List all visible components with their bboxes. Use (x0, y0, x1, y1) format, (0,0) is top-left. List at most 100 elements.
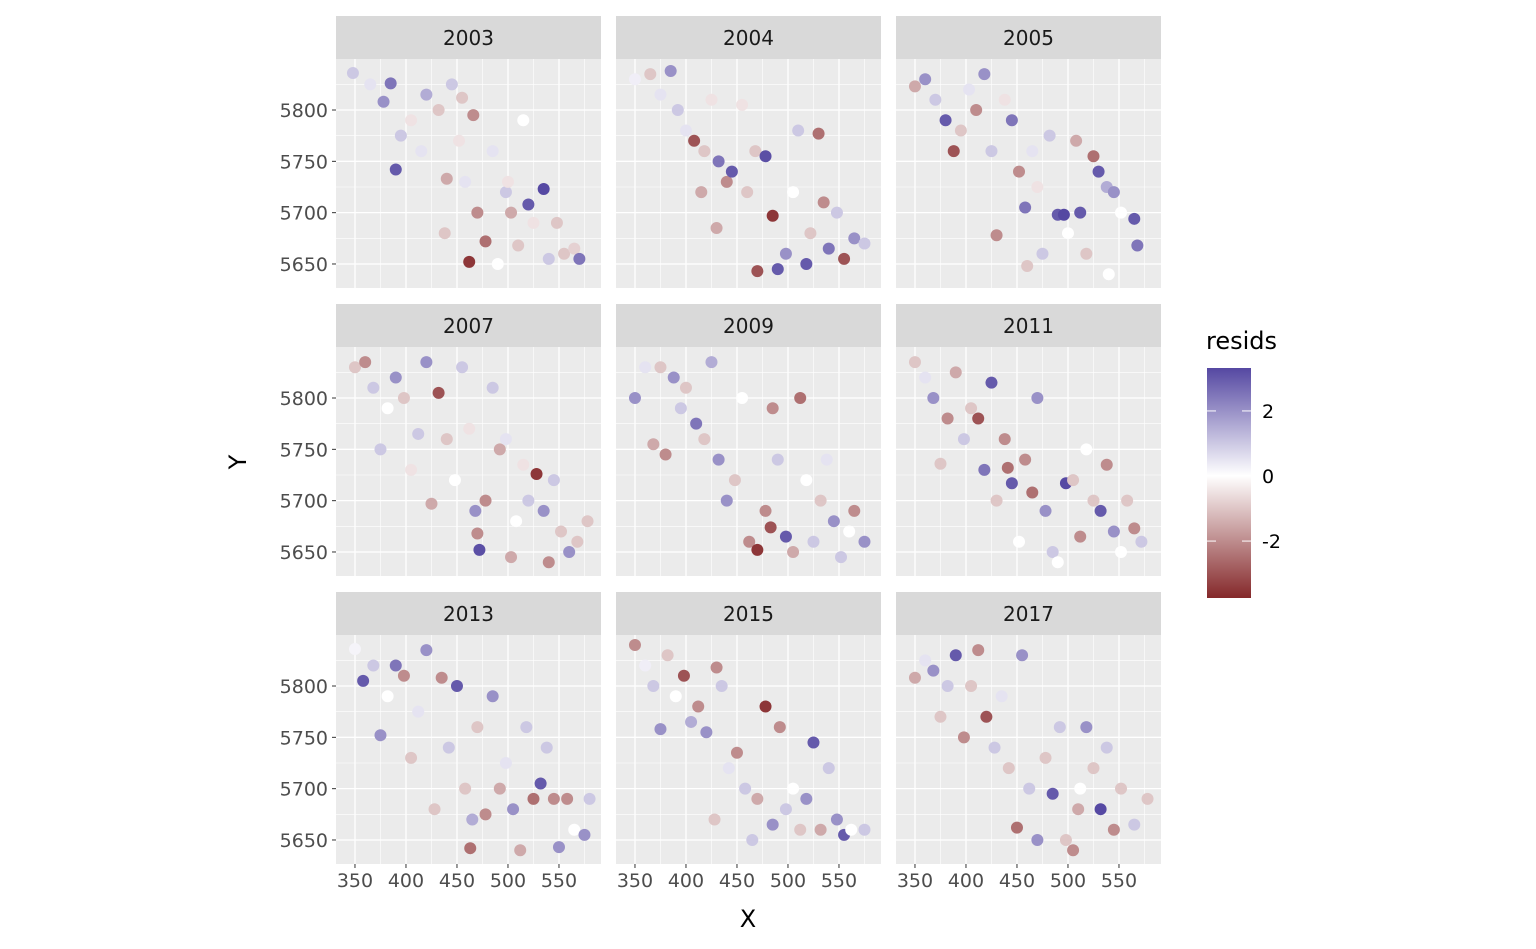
data-point (479, 235, 492, 248)
data-point (547, 792, 560, 805)
data-point (435, 671, 448, 684)
data-point (522, 494, 535, 507)
data-point (1039, 751, 1052, 764)
data-point (720, 175, 733, 188)
data-point (479, 808, 492, 821)
facet-strip (616, 304, 881, 347)
data-point (949, 366, 962, 379)
data-point (807, 535, 820, 548)
legend-tick-label: 2 (1262, 401, 1274, 423)
data-point (583, 792, 596, 805)
data-point (710, 222, 723, 235)
data-point (970, 104, 983, 117)
data-point (1005, 477, 1018, 490)
data-point (1080, 721, 1093, 734)
data-point (381, 402, 394, 415)
data-point (1019, 201, 1032, 214)
data-point (1131, 239, 1144, 252)
data-point (858, 237, 871, 250)
data-point (367, 381, 380, 394)
data-point (814, 823, 827, 836)
x-axis-title: X (740, 905, 756, 933)
data-point (659, 448, 672, 461)
data-point (442, 741, 455, 754)
facet-strip-label: 2004 (723, 26, 774, 50)
data-point (466, 813, 479, 826)
data-point (438, 227, 451, 240)
data-point (669, 690, 682, 703)
data-point (764, 521, 777, 534)
data-point (1070, 134, 1083, 147)
panel-background (336, 347, 601, 576)
data-point (779, 803, 792, 816)
data-point (827, 515, 840, 528)
data-point (628, 392, 641, 405)
data-point (1074, 782, 1087, 795)
data-point (759, 504, 772, 517)
facet-strip-label: 2011 (1003, 314, 1054, 338)
data-point (348, 361, 361, 374)
data-point (453, 134, 466, 147)
x-tick-label: 350 (337, 870, 373, 892)
data-point (661, 649, 674, 662)
data-point (512, 239, 525, 252)
data-point (514, 844, 527, 857)
data-point (965, 402, 978, 415)
y-axis-title: Y (224, 454, 252, 470)
data-point (957, 731, 970, 744)
data-point (505, 206, 518, 219)
data-point (751, 792, 764, 805)
data-point (759, 700, 772, 713)
data-point (1046, 787, 1059, 800)
data-point (725, 165, 738, 178)
x-tick-label: 500 (490, 870, 526, 892)
facet-strip-label: 2017 (1003, 602, 1054, 626)
data-point (1080, 247, 1093, 260)
data-point (520, 721, 533, 734)
data-point (1021, 260, 1034, 273)
data-point (800, 257, 813, 270)
facet-strip (896, 592, 1161, 635)
data-point (698, 433, 711, 446)
y-tick-label: 5800 (280, 388, 328, 410)
facet-strip (896, 304, 1161, 347)
data-point (908, 80, 921, 93)
data-point (555, 525, 568, 538)
data-point (792, 124, 805, 137)
data-point (1059, 833, 1072, 846)
data-point (348, 643, 361, 656)
data-point (972, 412, 985, 425)
x-tick-label: 550 (821, 870, 857, 892)
data-point (469, 504, 482, 517)
data-point (985, 145, 998, 158)
data-point (679, 381, 692, 394)
data-point (766, 209, 779, 222)
data-point (908, 356, 921, 369)
panel-background (616, 635, 881, 864)
data-point (381, 690, 394, 703)
data-point (463, 255, 476, 268)
data-point (773, 721, 786, 734)
data-point (405, 751, 418, 764)
data-point (688, 134, 701, 147)
data-point (1036, 247, 1049, 260)
data-point (1094, 504, 1107, 517)
data-point (1074, 530, 1087, 543)
data-point (988, 741, 1001, 754)
data-point (858, 823, 871, 836)
facet-panel-2005: 2005 (896, 16, 1161, 288)
data-point (664, 65, 677, 78)
y-tick-label: 5750 (280, 439, 328, 461)
data-point (471, 721, 484, 734)
data-point (751, 543, 764, 556)
data-point (927, 664, 940, 677)
data-point (389, 163, 402, 176)
data-point (654, 361, 667, 374)
data-point (456, 91, 469, 104)
data-point (432, 386, 445, 399)
facet-panel-2011: 2011 (896, 304, 1161, 576)
data-point (1121, 494, 1134, 507)
data-point (736, 392, 749, 405)
data-point (822, 242, 835, 255)
data-point (628, 638, 641, 651)
